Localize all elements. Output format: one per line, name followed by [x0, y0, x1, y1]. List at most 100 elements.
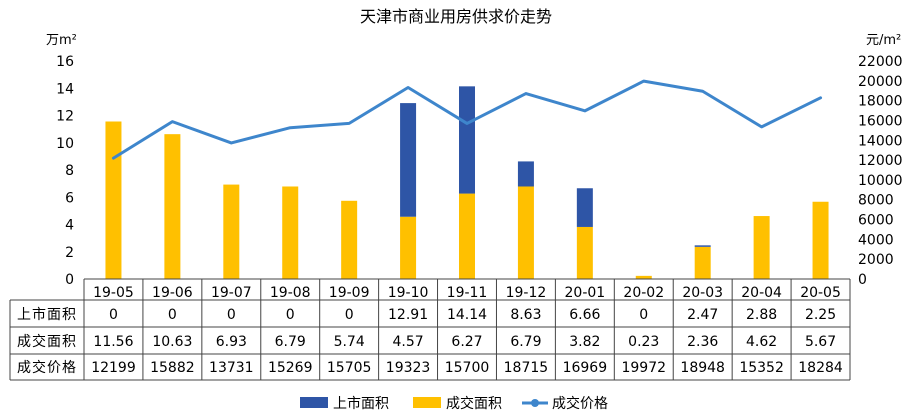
table-row-header: 成交价格 [17, 359, 77, 376]
left-axis-tick: 6 [65, 190, 74, 206]
data-label: 18715 [504, 360, 549, 376]
data-label: 10.63 [152, 334, 192, 350]
bar-listed-area [694, 245, 711, 247]
category-label: 19-11 [447, 285, 488, 301]
right-axis-tick: 6000 [858, 213, 894, 229]
right-axis-tick: 0 [858, 272, 867, 288]
right-axis-tick: 12000 [858, 153, 903, 169]
category-label: 19-10 [388, 285, 429, 301]
bar-transaction-area [576, 226, 593, 279]
category-label: 19-06 [152, 285, 193, 301]
data-label: 3.82 [569, 334, 600, 350]
data-label: 6.79 [510, 334, 541, 350]
data-label: 14.14 [447, 307, 487, 323]
bar-listed-area [400, 103, 417, 217]
bar-transaction-area [753, 216, 770, 279]
bar-transaction-area [341, 200, 358, 279]
data-label: 15700 [445, 360, 490, 376]
data-label: 2.25 [805, 307, 836, 323]
bar-transaction-area [812, 201, 829, 279]
bar-listed-area [459, 86, 475, 194]
category-label: 20-02 [623, 285, 664, 301]
data-label: 6.79 [275, 334, 306, 350]
price-line [111, 79, 823, 160]
left-axis-tick: 16 [56, 54, 74, 70]
bar-transaction-area [400, 216, 417, 279]
table-row-header: 成交面积 [17, 333, 77, 350]
category-label: 19-08 [270, 285, 311, 301]
legend-label: 成交价格 [552, 395, 608, 412]
right-axis-tick: 8000 [858, 193, 894, 209]
data-label: 5.67 [805, 334, 836, 350]
legend-label: 上市面积 [333, 395, 389, 412]
left-axis-tick: 4 [65, 218, 74, 234]
data-label: 12199 [91, 360, 136, 376]
data-label: 15269 [268, 360, 313, 376]
data-label: 8.63 [510, 307, 541, 323]
bar-transaction-area [164, 134, 181, 279]
data-label: 2.88 [746, 307, 777, 323]
right-axis-tick: 20000 [858, 74, 903, 90]
category-label: 20-03 [682, 285, 723, 301]
data-label: 6.66 [569, 307, 600, 323]
data-label: 16969 [563, 360, 608, 376]
left-axis-tick: 0 [65, 272, 74, 288]
data-label: 0 [345, 307, 354, 323]
legend-label: 成交面积 [446, 395, 502, 412]
data-label: 5.74 [334, 334, 365, 350]
data-label: 0 [109, 307, 118, 323]
legend-swatch-price-marker [531, 399, 539, 407]
right-axis-tick: 18000 [858, 94, 903, 110]
left-axis-tick: 14 [56, 81, 74, 97]
right-axis-tick: 14000 [858, 133, 903, 149]
bar-transaction-area [459, 193, 475, 279]
right-axis-tick: 4000 [858, 232, 894, 248]
category-label: 19-09 [329, 285, 370, 301]
category-label: 19-07 [211, 285, 252, 301]
data-label: 15352 [739, 360, 784, 376]
data-label: 2.47 [687, 307, 718, 323]
data-label: 0 [286, 307, 295, 323]
right-axis-tick: 22000 [858, 54, 903, 70]
data-label: 13731 [209, 360, 254, 376]
right-axis-tick: 2000 [858, 252, 894, 268]
right-axis-unit: 元/m² [866, 33, 901, 48]
data-label: 15705 [327, 360, 372, 376]
data-label: 6.93 [216, 334, 247, 350]
bar-transaction-area [635, 275, 652, 279]
bar-listed-area [576, 188, 593, 227]
legend-swatch-transaction [413, 397, 441, 408]
right-axis-tick: 16000 [858, 113, 903, 129]
bar-transaction-area [694, 246, 711, 279]
left-axis-tick: 8 [65, 163, 74, 179]
data-label: 0 [639, 307, 648, 323]
data-label: 19323 [386, 360, 431, 376]
data-label: 12.91 [388, 307, 428, 323]
data-label: 0 [227, 307, 236, 323]
data-label: 18948 [680, 360, 725, 376]
data-label: 0.23 [628, 334, 659, 350]
category-label: 20-05 [800, 285, 841, 301]
bar-listed-area [517, 161, 534, 187]
left-axis-tick: 12 [56, 109, 74, 125]
data-label: 4.62 [746, 334, 777, 350]
bar-transaction-area [105, 121, 122, 280]
data-label: 15882 [150, 360, 195, 376]
left-axis-unit: 万m² [46, 33, 77, 48]
category-label: 20-04 [741, 285, 782, 301]
category-label: 20-01 [565, 285, 606, 301]
right-axis-tick: 10000 [858, 173, 903, 189]
category-label: 19-05 [93, 285, 134, 301]
category-label: 19-12 [506, 285, 547, 301]
bar-transaction-area [517, 186, 534, 279]
data-label: 6.27 [451, 334, 482, 350]
data-label: 2.36 [687, 334, 718, 350]
left-axis-tick: 10 [56, 136, 74, 152]
left-axis-tick: 2 [65, 245, 74, 261]
data-label: 0 [168, 307, 177, 323]
bar-transaction-area [282, 186, 299, 279]
legend-swatch-listed [300, 397, 328, 408]
data-label: 11.56 [93, 334, 133, 350]
